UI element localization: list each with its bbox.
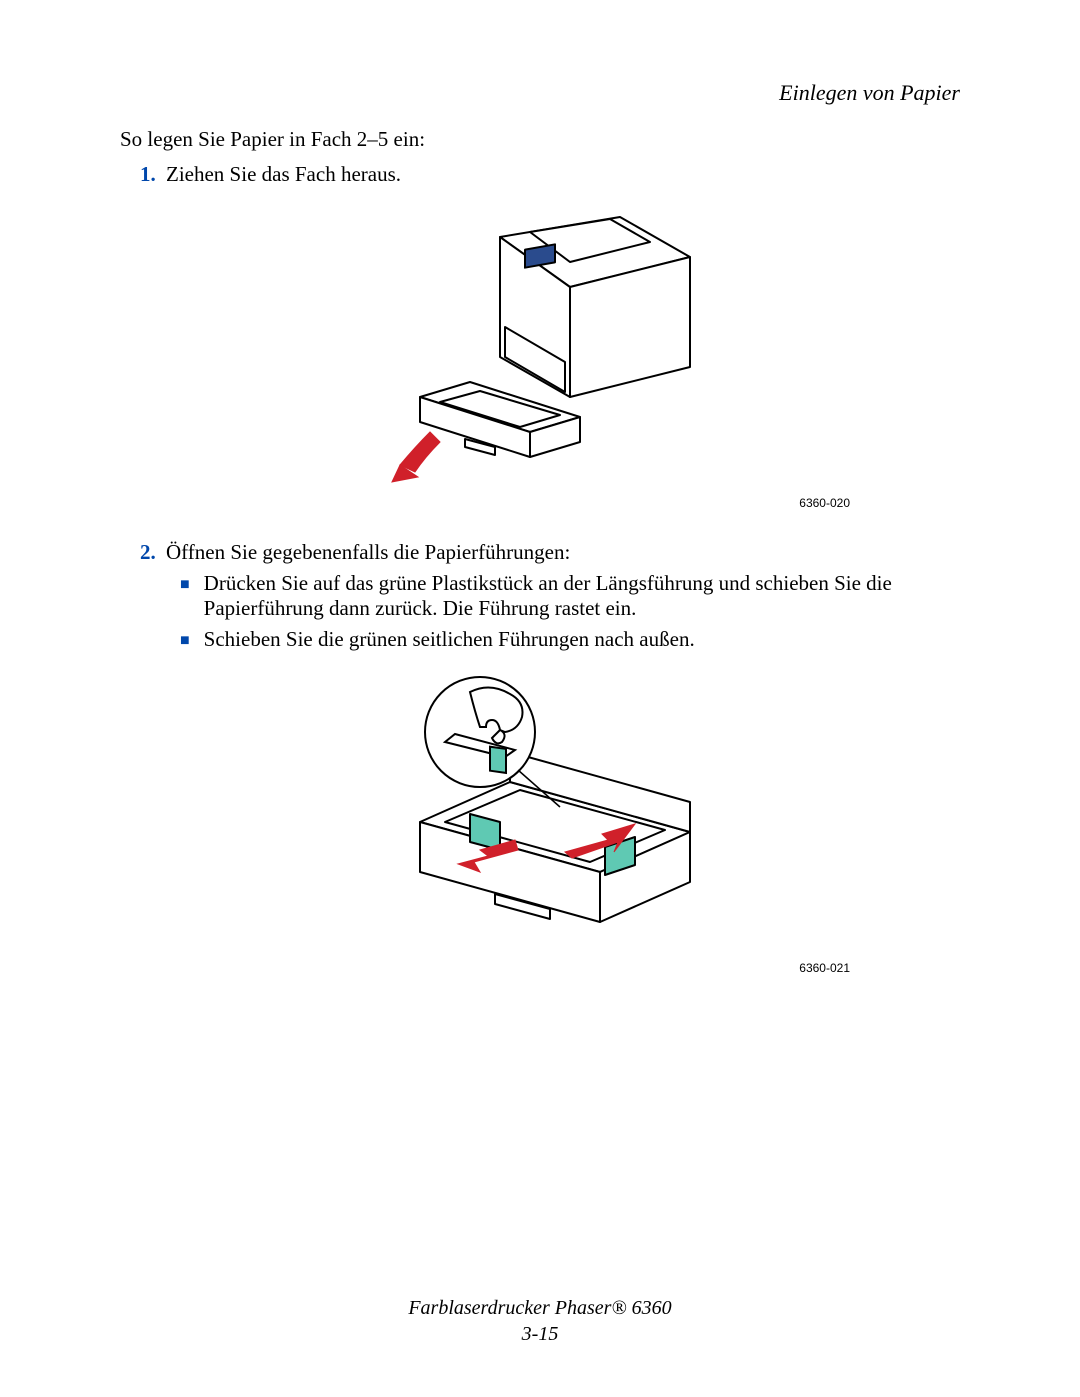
running-header: Einlegen von Papier bbox=[120, 80, 960, 106]
step-1: 1. Ziehen Sie das Fach heraus. bbox=[120, 162, 960, 187]
intro-text: So legen Sie Papier in Fach 2–5 ein: bbox=[120, 127, 960, 152]
figure-2: 6360-021 bbox=[120, 672, 960, 975]
step-number: 1. bbox=[140, 162, 166, 187]
footer-page-number: 3-15 bbox=[0, 1321, 1080, 1347]
page-footer: Farblaserdrucker Phaser® 6360 3-15 bbox=[0, 1295, 1080, 1347]
square-bullet-icon: ■ bbox=[180, 632, 190, 650]
document-page: Einlegen von Papier So legen Sie Papier … bbox=[0, 0, 1080, 1397]
step-2: 2. Öffnen Sie gegebenenfalls die Papierf… bbox=[120, 540, 960, 565]
figure-caption: 6360-021 bbox=[230, 961, 850, 975]
sub-list: ■ Drücken Sie auf das grüne Plastikstück… bbox=[120, 571, 960, 652]
sub-item-text: Drücken Sie auf das grüne Plastikstück a… bbox=[204, 571, 960, 621]
figure-caption: 6360-020 bbox=[230, 496, 850, 510]
section-title: Einlegen von Papier bbox=[779, 80, 960, 105]
tray-guides-illustration-icon bbox=[350, 672, 730, 952]
step-text: Öffnen Sie gegebenenfalls die Papierführ… bbox=[166, 540, 570, 565]
step-number: 2. bbox=[140, 540, 166, 565]
printer-illustration-icon bbox=[370, 207, 710, 487]
footer-product: Farblaserdrucker Phaser® 6360 bbox=[0, 1295, 1080, 1321]
step-text: Ziehen Sie das Fach heraus. bbox=[166, 162, 401, 187]
sub-item-text: Schieben Sie die grünen seitlichen Führu… bbox=[204, 627, 695, 652]
square-bullet-icon: ■ bbox=[180, 576, 190, 594]
figure-1: 6360-020 bbox=[120, 207, 960, 510]
sub-item: ■ Schieben Sie die grünen seitlichen Füh… bbox=[180, 627, 960, 652]
sub-item: ■ Drücken Sie auf das grüne Plastikstück… bbox=[180, 571, 960, 621]
